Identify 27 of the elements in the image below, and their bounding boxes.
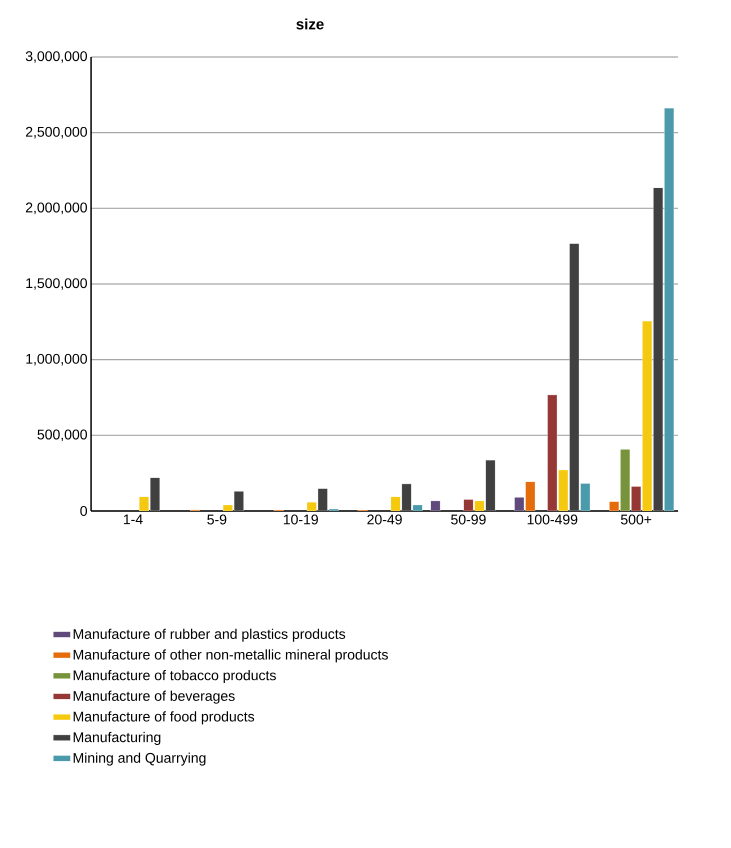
bar [402,484,412,511]
legend-label: Manufacture of food products [74,711,254,724]
y-tick-label: 1,500,000 [26,278,87,290]
y-tick-label: 2,000,000 [26,202,87,214]
legend-label: Manufacturing [74,732,160,745]
legend-label: Manufacture of beverages [74,690,235,704]
bar [486,460,496,511]
y-tick-label: 1,000,000 [26,354,87,366]
bar [150,478,160,511]
legend-label: Manufacture of tobacco products [74,670,276,684]
chart-title: size [296,18,324,30]
bar [653,188,664,511]
x-tick-label: 20-49 [367,514,402,524]
x-tick-label: 500+ [620,514,652,524]
x-tick-label: 1-4 [124,514,143,524]
legend-label: Mining and Quarrying [74,752,206,766]
x-tick-label: 100-499 [528,514,578,524]
legend-label: Manufacture of rubber and plastics products [74,628,346,642]
x-tick-label: 10-19 [284,514,318,524]
legend-label: Manufacture of other non-metallic mineral products [74,649,388,662]
y-tick-label: 0 [80,506,87,516]
y-tick-label: 2,500,000 [26,126,87,138]
bar [234,491,244,511]
y-tick-label: 500,000 [37,430,87,442]
x-tick-label: 50-99 [451,514,486,524]
y-tick-label: 3,000,000 [26,51,87,63]
x-tick-label: 5-9 [207,514,226,524]
